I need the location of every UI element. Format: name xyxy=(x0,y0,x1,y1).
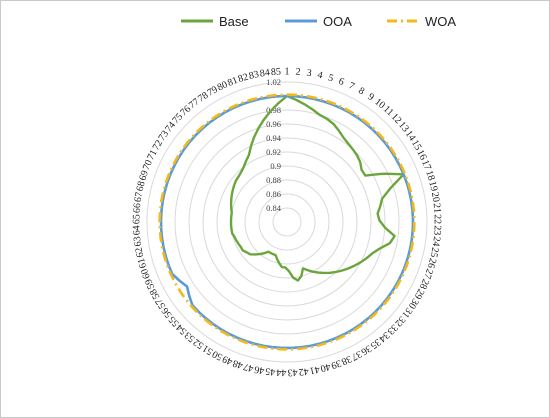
category-label: 4 xyxy=(316,70,323,82)
grid-ring xyxy=(244,179,330,265)
radial-tick-label: 0.96 xyxy=(266,119,281,129)
category-label: 65 xyxy=(131,214,142,224)
category-label: 66 xyxy=(132,203,144,214)
category-label: 43 xyxy=(287,366,297,377)
radial-tick-label: 0.88 xyxy=(266,175,281,185)
category-label: 37 xyxy=(349,348,363,362)
category-label: 24 xyxy=(430,236,442,247)
grid-ring xyxy=(202,137,372,307)
category-label: 44 xyxy=(276,366,286,377)
category-label: 45 xyxy=(265,365,276,377)
grid-ring xyxy=(146,81,428,363)
category-label: 3 xyxy=(306,68,313,80)
grid-ring xyxy=(258,193,316,251)
category-label: 85 xyxy=(271,66,282,78)
radial-tick-labels: 0.84 0.86 0.88 0.9 0.92 0.94 0.96 0.98 1.02 xyxy=(266,77,282,213)
grid-ring xyxy=(230,165,344,279)
radial-tick-label: 0.86 xyxy=(266,189,281,199)
series-line-woa xyxy=(158,93,416,351)
category-label: 23 xyxy=(431,225,443,236)
category-label: 41 xyxy=(309,363,321,376)
category-label: 51 xyxy=(201,342,215,357)
category-label: 67 xyxy=(133,191,146,203)
category-label: 69 xyxy=(137,169,151,182)
category-label: 49 xyxy=(221,353,235,367)
category-label: 7 xyxy=(347,80,356,92)
category-label: 19 xyxy=(426,180,439,192)
radial-tick-label: 0.84 xyxy=(266,203,282,213)
category-labels: 1 2 3 4 5 6 7 8 91011121314151617181920212223242… xyxy=(131,66,443,377)
category-label: 68 xyxy=(135,180,148,192)
legend: Base OOA WOA xyxy=(181,14,456,29)
category-label: 16 xyxy=(414,148,428,162)
category-label: 79 xyxy=(206,84,220,99)
category-label: 15 xyxy=(409,138,424,152)
category-label: 81 xyxy=(226,75,239,89)
series-line-ooa xyxy=(159,94,415,350)
radial-tick-label: 0.94 xyxy=(266,133,282,143)
category-label: 42 xyxy=(298,365,309,377)
category-label: 71 xyxy=(145,148,159,162)
category-label: 62 xyxy=(133,246,146,258)
category-label: 46 xyxy=(253,363,265,376)
grid-ring xyxy=(216,151,358,293)
category-label: 50 xyxy=(211,348,225,362)
category-label: 25 xyxy=(428,246,441,258)
category-label: 17 xyxy=(419,158,433,171)
category-label: 70 xyxy=(141,158,155,171)
grid-ring xyxy=(174,109,400,335)
category-label: 63 xyxy=(132,236,144,247)
category-label: 5 xyxy=(327,72,335,84)
category-label: 29 xyxy=(412,287,426,301)
radial-tick-label: 1.02 xyxy=(266,77,281,87)
category-label: 9 xyxy=(366,91,376,103)
category-label: 84 xyxy=(259,67,271,79)
category-label: 18 xyxy=(423,169,437,182)
category-label: 36 xyxy=(359,342,373,357)
category-label: 83 xyxy=(248,69,260,82)
category-label: 22 xyxy=(432,214,443,224)
category-label: 61 xyxy=(136,257,149,270)
legend-label-woa: WOA xyxy=(425,14,456,29)
category-label: 47 xyxy=(242,361,254,374)
category-label: 27 xyxy=(421,267,435,280)
category-label: 8 xyxy=(356,85,366,97)
grid-ring xyxy=(272,207,302,237)
legend-label-base: Base xyxy=(219,14,249,29)
radial-tick-label: 0.92 xyxy=(266,147,281,157)
radial-tick-label: 0.98 xyxy=(266,105,281,115)
radial-tick-label: 0.9 xyxy=(270,161,281,171)
category-label: 28 xyxy=(417,277,431,291)
category-label: 2 xyxy=(295,67,301,78)
category-label: 21 xyxy=(431,203,443,214)
series-lines xyxy=(158,93,416,351)
category-label: 60 xyxy=(139,267,153,280)
grid-ring xyxy=(188,123,386,321)
category-label: 82 xyxy=(237,72,250,85)
category-label: 6 xyxy=(337,76,346,88)
category-label: 59 xyxy=(143,277,157,291)
category-label: 58 xyxy=(148,287,162,301)
category-label: 39 xyxy=(330,357,343,371)
grid xyxy=(146,81,428,363)
series-line-base xyxy=(229,94,405,282)
category-label: 26 xyxy=(425,257,438,270)
category-label: 38 xyxy=(340,353,354,367)
category-label: 72 xyxy=(151,138,166,152)
legend-label-ooa: OOA xyxy=(323,14,352,29)
category-label: 64 xyxy=(131,225,143,236)
category-label: 80 xyxy=(216,79,230,93)
category-label: 30 xyxy=(406,296,421,310)
category-label: 20 xyxy=(429,191,442,203)
category-label: 48 xyxy=(231,357,244,371)
category-label: 1 xyxy=(285,66,290,77)
category-label: 40 xyxy=(319,361,331,374)
